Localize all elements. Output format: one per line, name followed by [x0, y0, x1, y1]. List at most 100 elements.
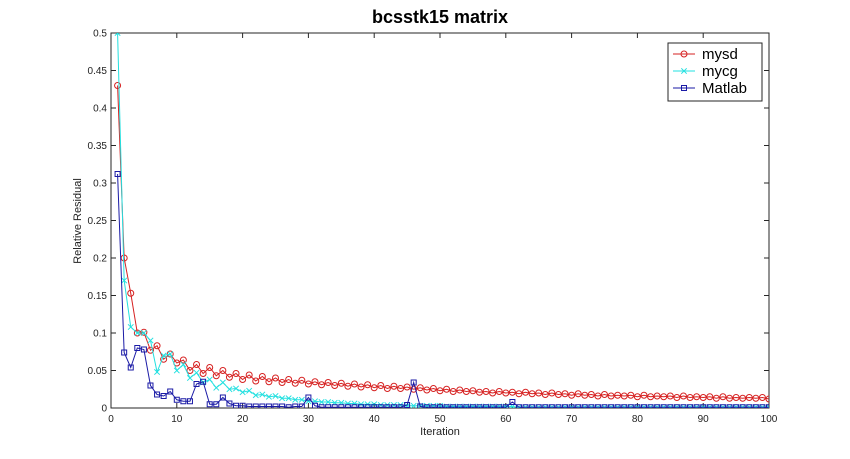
point-mysd [324, 379, 332, 386]
point-mysd [186, 367, 194, 374]
point-matlab [430, 404, 437, 408]
point-matlab [390, 404, 397, 408]
x-tick-label: 60 [500, 414, 512, 425]
point-matlab [219, 394, 226, 401]
point-mysd [587, 391, 595, 398]
point-mysd [601, 391, 608, 398]
point-matlab [555, 404, 562, 408]
point-matlab [515, 404, 522, 408]
point-matlab [272, 403, 279, 408]
point-matlab [252, 403, 259, 408]
point-mysd [291, 379, 299, 387]
point-matlab [588, 404, 595, 408]
point-mysd [679, 392, 687, 400]
point-matlab [397, 404, 404, 408]
point-matlab [719, 404, 726, 408]
point-mycg [279, 395, 286, 402]
series-line-matlab [117, 173, 769, 408]
point-mysd [383, 385, 391, 392]
point-mycg [160, 352, 167, 359]
point-mysd [245, 371, 253, 379]
point-mysd [193, 361, 201, 368]
point-matlab [627, 404, 634, 408]
point-matlab [292, 403, 299, 408]
point-matlab [259, 403, 266, 408]
point-mysd [568, 391, 576, 399]
point-mysd [554, 391, 562, 398]
point-matlab [667, 404, 674, 408]
point-mycg [121, 277, 128, 284]
point-matlab [351, 404, 358, 408]
point-matlab [318, 404, 325, 408]
plot-frame [110, 32, 770, 409]
point-mysd [278, 379, 286, 386]
point-mysd [318, 381, 326, 389]
point-mycg [219, 379, 226, 386]
point-mysd [502, 389, 510, 397]
point-mysd [607, 392, 615, 400]
point-mysd [311, 378, 319, 386]
point-mysd [265, 378, 273, 386]
plot-area: 0 10 20 30 40 50 60 70 80 90 100 0 0.05 0.1 0.15 0.2 0.2… [88, 29, 778, 426]
y-tick-label: 0.3 [93, 179, 107, 190]
point-mysd [436, 387, 444, 395]
point-mycg [154, 368, 161, 376]
point-matlab [680, 404, 687, 408]
point-mysd [443, 385, 451, 393]
point-mysd [344, 382, 352, 390]
point-mycg [325, 398, 332, 406]
x-axis-label: Iteration [420, 426, 460, 438]
y-tick-label: 0.1 [93, 329, 107, 340]
point-matlab [759, 404, 766, 408]
point-mysd [350, 380, 358, 388]
point-matlab [766, 404, 769, 408]
point-matlab [384, 404, 391, 408]
point-mysd [712, 394, 720, 402]
point-matlab [700, 404, 707, 408]
point-matlab [483, 404, 490, 408]
point-mysd [633, 393, 641, 401]
point-matlab [568, 404, 575, 408]
point-matlab [634, 404, 641, 408]
point-mysd [627, 391, 635, 399]
point-mysd [653, 392, 661, 400]
point-mysd [706, 393, 714, 401]
point-mycg [147, 337, 154, 344]
point-mysd [686, 394, 694, 401]
chart-title: bcsstk15 matrix [372, 7, 508, 27]
point-matlab [594, 404, 601, 408]
point-matlab [233, 402, 240, 408]
point-mysd [357, 383, 365, 391]
point-matlab [279, 403, 286, 408]
point-mysd [337, 379, 345, 387]
point-matlab [358, 404, 365, 408]
point-matlab [154, 391, 161, 398]
point-matlab [535, 404, 542, 408]
point-mysd [146, 346, 154, 354]
point-matlab [173, 396, 180, 403]
point-matlab [331, 404, 338, 408]
x-tick-label: 40 [369, 414, 381, 425]
point-matlab [377, 404, 384, 408]
point-matlab [344, 404, 351, 408]
point-mysd [745, 394, 753, 401]
legend-label-mycg: mycg [702, 63, 738, 80]
point-mycg [239, 389, 246, 396]
point-mysd [212, 372, 220, 380]
point-matlab [298, 403, 305, 408]
point-mycg [265, 393, 272, 400]
point-mysd [179, 356, 187, 364]
point-matlab [239, 402, 246, 408]
point-matlab [476, 404, 483, 408]
point-mysd [397, 385, 405, 392]
point-matlab [371, 404, 378, 408]
point-mycg [186, 374, 194, 382]
point-matlab [647, 404, 654, 408]
y-tick-label: 0.15 [88, 291, 108, 302]
point-matlab [581, 404, 588, 408]
x-tick-label: 20 [237, 414, 249, 425]
y-tick-label: 0.35 [88, 141, 108, 152]
point-mysd [449, 388, 457, 395]
point-mysd [462, 388, 470, 395]
point-matlab [739, 404, 746, 408]
